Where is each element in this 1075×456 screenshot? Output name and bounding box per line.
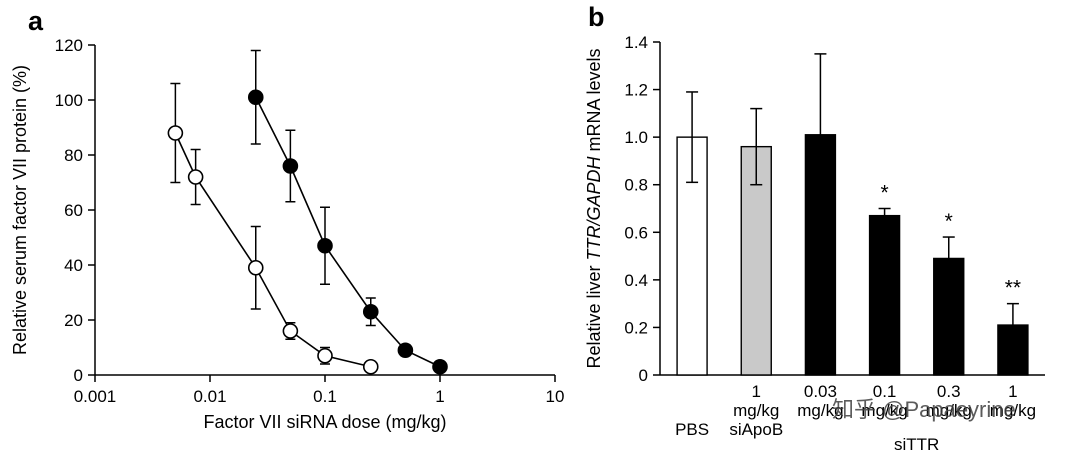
y-tick-label: 60 bbox=[64, 201, 83, 220]
x-tick-label: 0.1 bbox=[313, 387, 337, 406]
data-point-open-circle bbox=[187, 169, 204, 185]
y-tick-label: 20 bbox=[64, 311, 83, 330]
bar-label: mg/kg bbox=[990, 401, 1036, 420]
data-point-filled-circle bbox=[397, 342, 414, 359]
data-point-filled-circle bbox=[362, 303, 379, 320]
significance-marker: * bbox=[880, 182, 888, 205]
data-point-filled-circle bbox=[247, 89, 264, 106]
panel-b-chart: 0 0.2 0.4 0.6 0.8 1.0 1.2 1.4 Relative liver TTR… bbox=[584, 33, 1045, 454]
bar-label: mg/kg bbox=[797, 401, 843, 420]
group-label: siTTR bbox=[894, 435, 939, 454]
series-line bbox=[255, 96, 441, 368]
x-tick-label: 0.001 bbox=[74, 387, 117, 406]
panel-b-label: b bbox=[588, 2, 605, 32]
y-tick-label: 100 bbox=[55, 91, 83, 110]
bar-label: 0.1 bbox=[873, 382, 897, 401]
y-axis-label: Relative serum factor VII protein (%) bbox=[10, 65, 30, 355]
y-tick-label: 0 bbox=[639, 366, 648, 385]
bar-label: mg/kg bbox=[733, 401, 779, 420]
y-tick-label: 0.8 bbox=[624, 176, 648, 195]
bar bbox=[868, 214, 901, 376]
data-point-filled-circle bbox=[317, 237, 333, 254]
series-line bbox=[174, 132, 371, 368]
data-point-open-circle bbox=[282, 323, 299, 339]
x-axis-label: Factor VII siRNA dose (mg/kg) bbox=[203, 412, 446, 432]
y-axis-label: Relative liver TTR/GAPDH mRNA levels bbox=[584, 48, 604, 368]
bar-label: 0.03 bbox=[804, 382, 837, 401]
x-tick-label: 0.01 bbox=[193, 387, 226, 406]
data-point-open-circle bbox=[317, 347, 333, 364]
x-tick-label: 10 bbox=[546, 387, 565, 406]
bar-label: 0.3 bbox=[937, 382, 961, 401]
bar-label: siApoB bbox=[729, 420, 783, 439]
bar-label: PBS bbox=[675, 420, 709, 439]
bar-label: mg/kg bbox=[861, 401, 907, 420]
significance-marker: * bbox=[945, 210, 953, 233]
y-tick-label: 0.2 bbox=[624, 318, 648, 337]
y-tick-label: 0.6 bbox=[624, 223, 648, 242]
data-point-open-circle bbox=[362, 358, 379, 375]
y-tick-label: 120 bbox=[55, 36, 83, 55]
y-tick-label: 0.4 bbox=[624, 271, 648, 290]
bar-label: 1 bbox=[752, 382, 761, 401]
data-point-open-circle bbox=[167, 125, 184, 141]
y-tick-label: 1.0 bbox=[624, 128, 648, 147]
x-tick-label: 1 bbox=[435, 387, 444, 406]
y-tick-label: 1.4 bbox=[624, 33, 648, 52]
data-point-open-circle bbox=[247, 259, 264, 276]
panel-a-label: a bbox=[28, 6, 44, 36]
y-tick-label: 1.2 bbox=[624, 81, 648, 100]
y-tick-label: 80 bbox=[64, 146, 83, 165]
significance-marker: ** bbox=[1005, 277, 1021, 300]
bar-label: mg/kg bbox=[926, 401, 972, 420]
data-point-filled-circle bbox=[432, 358, 448, 375]
y-tick-label: 0 bbox=[74, 366, 83, 385]
data-point-filled-circle bbox=[282, 158, 299, 174]
y-tick-label: 40 bbox=[64, 256, 83, 275]
bar-label: 1 bbox=[1008, 382, 1017, 401]
